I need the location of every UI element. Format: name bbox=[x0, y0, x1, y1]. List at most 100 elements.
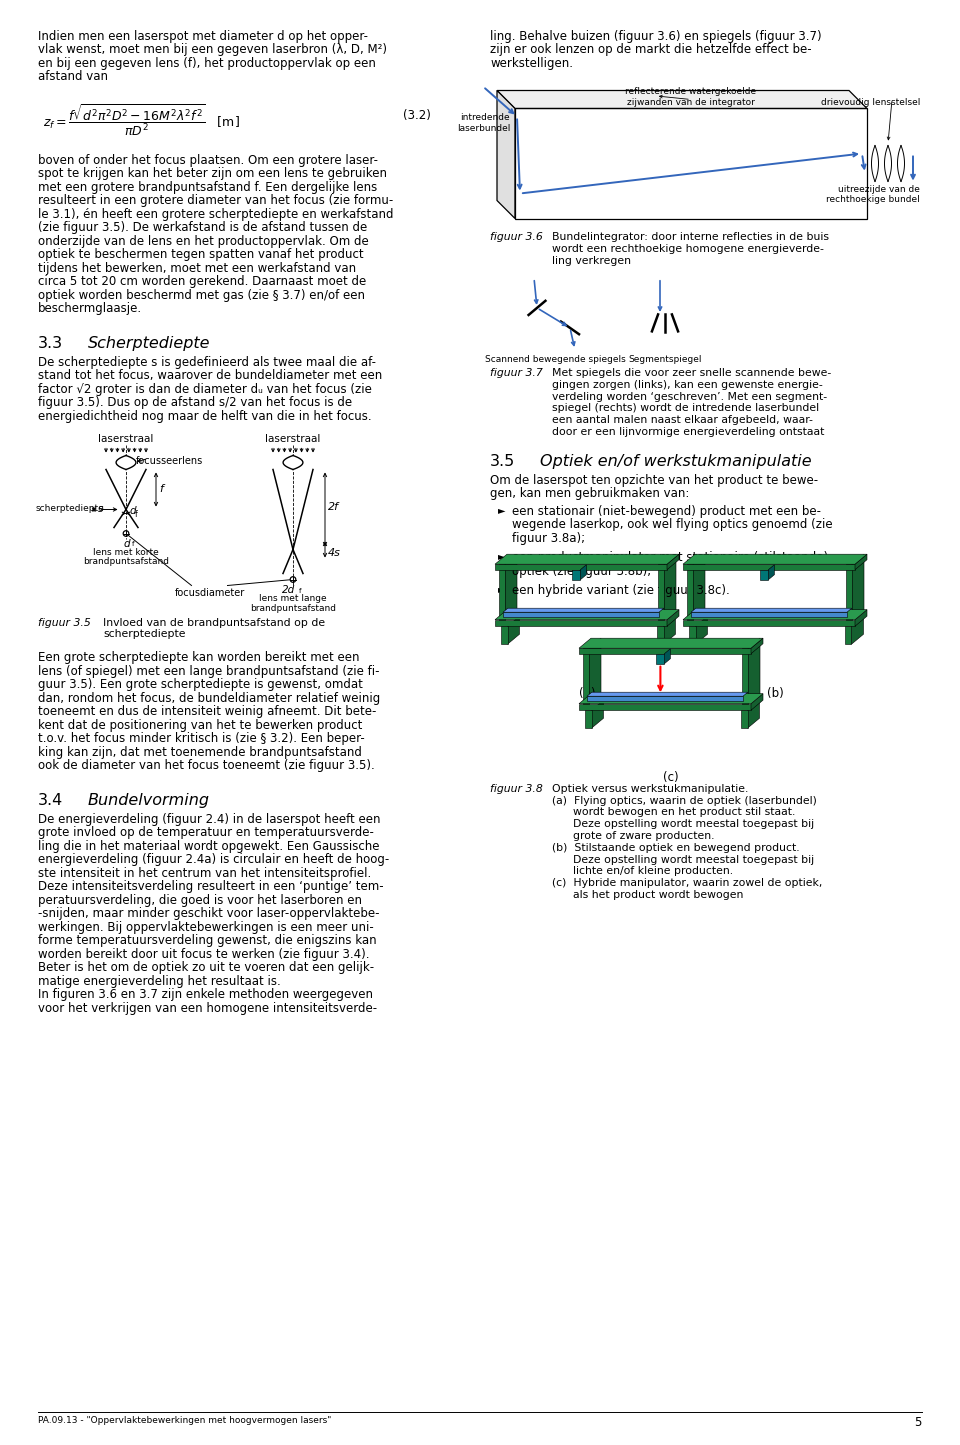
Circle shape bbox=[290, 577, 296, 582]
Polygon shape bbox=[846, 564, 852, 620]
Text: Scherptediepte: Scherptediepte bbox=[88, 337, 210, 351]
Text: focusdiameter: focusdiameter bbox=[175, 588, 245, 597]
Polygon shape bbox=[579, 694, 763, 704]
Text: circa 5 tot 20 cm worden gerekend. Daarnaast moet de: circa 5 tot 20 cm worden gerekend. Daarn… bbox=[38, 276, 367, 289]
Text: Indien men een laserspot met diameter d op het opper-: Indien men een laserspot met diameter d … bbox=[38, 30, 368, 43]
Polygon shape bbox=[503, 608, 663, 613]
Text: scherptediepte: scherptediepte bbox=[103, 630, 185, 639]
Polygon shape bbox=[497, 91, 867, 108]
Text: 5: 5 bbox=[915, 1416, 922, 1429]
Text: (zie figuur 3.5). De werkafstand is de afstand tussen de: (zie figuur 3.5). De werkafstand is de a… bbox=[38, 221, 368, 234]
Text: PA.09.13 - "Oppervlaktebewerkingen met hoogvermogen lasers": PA.09.13 - "Oppervlaktebewerkingen met h… bbox=[38, 1416, 331, 1425]
Text: lens (of spiegel) met een lange brandpuntsafstand (zie fi-: lens (of spiegel) met een lange brandpun… bbox=[38, 665, 379, 678]
Text: grote of zware producten.: grote of zware producten. bbox=[552, 831, 714, 841]
Text: forme temperatuursverdeling gewenst, die enigszins kan: forme temperatuursverdeling gewenst, die… bbox=[38, 933, 376, 946]
Text: figuur 3.8: figuur 3.8 bbox=[490, 783, 542, 793]
Text: 3.3: 3.3 bbox=[38, 337, 63, 351]
Text: gen, kan men gebruikmaken van:: gen, kan men gebruikmaken van: bbox=[490, 487, 689, 500]
Text: spot te krijgen kan het beter zijn om een lens te gebruiken: spot te krijgen kan het beter zijn om ee… bbox=[38, 168, 387, 181]
Text: lens met lange: lens met lange bbox=[259, 594, 326, 603]
Text: lens met korte: lens met korte bbox=[93, 548, 158, 556]
Polygon shape bbox=[667, 555, 679, 569]
Text: energieverdeling (figuur 2.4a) is circulair en heeft de hoog-: energieverdeling (figuur 2.4a) is circul… bbox=[38, 853, 389, 866]
Text: Deze opstelling wordt meestal toegepast bij: Deze opstelling wordt meestal toegepast … bbox=[552, 854, 814, 864]
Polygon shape bbox=[741, 709, 748, 728]
Text: f: f bbox=[299, 588, 301, 594]
Text: 2f: 2f bbox=[328, 503, 339, 513]
Text: ►: ► bbox=[498, 504, 506, 514]
Text: als het product wordt bewogen: als het product wordt bewogen bbox=[552, 890, 743, 900]
Text: ling. Behalve buizen (figuur 3.6) en spiegels (figuur 3.7): ling. Behalve buizen (figuur 3.6) en spi… bbox=[490, 30, 822, 43]
Text: boven of onder het focus plaatsen. Om een grotere laser-: boven of onder het focus plaatsen. Om ee… bbox=[38, 155, 378, 168]
Text: werkingen. Bij oppervlaktebewerkingen is een meer uni-: werkingen. Bij oppervlaktebewerkingen is… bbox=[38, 920, 373, 933]
Text: optiek worden beschermd met gas (zie § 3.7) en/of een: optiek worden beschermd met gas (zie § 3… bbox=[38, 289, 365, 302]
Text: (c): (c) bbox=[663, 770, 679, 783]
Text: Scannend bewegende spiegels: Scannend bewegende spiegels bbox=[485, 355, 625, 364]
Polygon shape bbox=[845, 626, 852, 644]
Polygon shape bbox=[579, 704, 751, 709]
Polygon shape bbox=[495, 555, 679, 564]
Polygon shape bbox=[499, 564, 505, 620]
Text: wegende laserkop, ook wel flying optics genoemd (zie: wegende laserkop, ook wel flying optics … bbox=[512, 519, 832, 532]
Text: werkstelligen.: werkstelligen. bbox=[490, 56, 573, 69]
Polygon shape bbox=[503, 613, 659, 617]
Polygon shape bbox=[748, 701, 759, 728]
Polygon shape bbox=[683, 610, 867, 620]
Text: rechthoekige bundel: rechthoekige bundel bbox=[827, 195, 920, 205]
Text: uitreezijde van de: uitreezijde van de bbox=[838, 185, 920, 195]
Text: wordt een rechthoekige homogene energieverde-: wordt een rechthoekige homogene energiev… bbox=[552, 244, 824, 254]
Polygon shape bbox=[751, 694, 763, 709]
Text: s: s bbox=[98, 503, 104, 513]
Text: Een grote scherptediepte kan worden bereikt met een: Een grote scherptediepte kan worden bere… bbox=[38, 652, 359, 665]
Text: figuur 3.5: figuur 3.5 bbox=[38, 617, 91, 627]
Text: een stationair (niet-bewegend) product met een be-: een stationair (niet-bewegend) product m… bbox=[512, 504, 821, 517]
Text: stand tot het focus, waarover de bundeldiameter met een: stand tot het focus, waarover de bundeld… bbox=[38, 370, 382, 383]
Text: (b)  Stilstaande optiek en bewegend product.: (b) Stilstaande optiek en bewegend produ… bbox=[552, 842, 800, 853]
Text: De energieverdeling (figuur 2.4) in de laserspot heeft een: De energieverdeling (figuur 2.4) in de l… bbox=[38, 812, 380, 825]
Text: (a)  Flying optics, waarin de optiek (laserbundel): (a) Flying optics, waarin de optiek (las… bbox=[552, 796, 817, 805]
Text: optiek (zie figuur 3.8b);: optiek (zie figuur 3.8b); bbox=[512, 565, 651, 578]
Text: lichte en/of kleine producten.: lichte en/of kleine producten. bbox=[552, 867, 733, 876]
Text: Bundelvorming: Bundelvorming bbox=[88, 793, 210, 808]
Polygon shape bbox=[751, 639, 763, 653]
Text: d: d bbox=[130, 507, 136, 516]
Text: zijwanden van de integrator: zijwanden van de integrator bbox=[627, 98, 755, 107]
Text: tijdens het bewerken, moet met een werkafstand van: tijdens het bewerken, moet met een werka… bbox=[38, 262, 356, 275]
Text: figuur 3.7: figuur 3.7 bbox=[490, 368, 542, 379]
Polygon shape bbox=[664, 555, 676, 620]
Text: De scherptediepte s is gedefinieerd als twee maal die af-: De scherptediepte s is gedefinieerd als … bbox=[38, 355, 376, 368]
Polygon shape bbox=[689, 626, 695, 644]
Text: ►: ► bbox=[498, 551, 506, 561]
Text: f: f bbox=[159, 484, 163, 494]
Text: ste intensiteit in het centrum van het intensiteitsprofiel.: ste intensiteit in het centrum van het i… bbox=[38, 867, 372, 880]
Polygon shape bbox=[508, 616, 519, 644]
Text: f: f bbox=[134, 510, 137, 519]
Text: ling verkregen: ling verkregen bbox=[552, 256, 631, 266]
Text: resulteert in een grotere diameter van het focus (zie formu-: resulteert in een grotere diameter van h… bbox=[38, 195, 394, 208]
Text: drievoudig lensstelsel: drievoudig lensstelsel bbox=[821, 98, 920, 107]
Polygon shape bbox=[742, 649, 748, 704]
Text: (c)  Hybride manipulator, waarin zowel de optiek,: (c) Hybride manipulator, waarin zowel de… bbox=[552, 879, 823, 889]
Text: figuur 3.8a);: figuur 3.8a); bbox=[512, 532, 586, 545]
Text: met een grotere brandpuntsafstand f. Een dergelijke lens: met een grotere brandpuntsafstand f. Een… bbox=[38, 181, 377, 194]
Text: d: d bbox=[124, 539, 131, 549]
Text: factor √2 groter is dan de diameter dᵤ van het focus (zie: factor √2 groter is dan de diameter dᵤ v… bbox=[38, 383, 372, 396]
Text: onderzijde van de lens en het productoppervlak. Om de: onderzijde van de lens en het productopp… bbox=[38, 236, 369, 249]
Text: 4s: 4s bbox=[328, 549, 341, 559]
Polygon shape bbox=[579, 639, 763, 649]
Text: brandpuntsafstand: brandpuntsafstand bbox=[250, 604, 336, 613]
Polygon shape bbox=[768, 565, 775, 579]
Text: voor het verkrijgen van een homogene intensiteitsverde-: voor het verkrijgen van een homogene int… bbox=[38, 1001, 377, 1014]
Text: $z_f = \dfrac{f\sqrt{d^2\pi^2 D^2 - 16M^2\lambda^2 f^2}}{\pi D^2}$   [m]: $z_f = \dfrac{f\sqrt{d^2\pi^2 D^2 - 16M^… bbox=[43, 103, 240, 137]
Text: ►: ► bbox=[498, 584, 506, 594]
Text: matige energieverdeling het resultaat is.: matige energieverdeling het resultaat is… bbox=[38, 974, 280, 987]
Polygon shape bbox=[495, 620, 667, 626]
Text: Segmentspiegel: Segmentspiegel bbox=[628, 355, 702, 364]
Text: (b): (b) bbox=[767, 686, 783, 699]
Text: verdeling worden ‘geschreven’. Met een segment-: verdeling worden ‘geschreven’. Met een s… bbox=[552, 392, 828, 402]
Text: In figuren 3.6 en 3.7 zijn enkele methoden weergegeven: In figuren 3.6 en 3.7 zijn enkele method… bbox=[38, 988, 373, 1001]
Text: t.o.v. het focus minder kritisch is (zie § 3.2). Een beper-: t.o.v. het focus minder kritisch is (zie… bbox=[38, 733, 365, 746]
Text: Optiek en/of werkstukmanipulatie: Optiek en/of werkstukmanipulatie bbox=[540, 454, 811, 468]
Text: ook de diameter van het focus toeneemt (zie figuur 3.5).: ook de diameter van het focus toeneemt (… bbox=[38, 759, 374, 772]
Polygon shape bbox=[657, 653, 664, 663]
